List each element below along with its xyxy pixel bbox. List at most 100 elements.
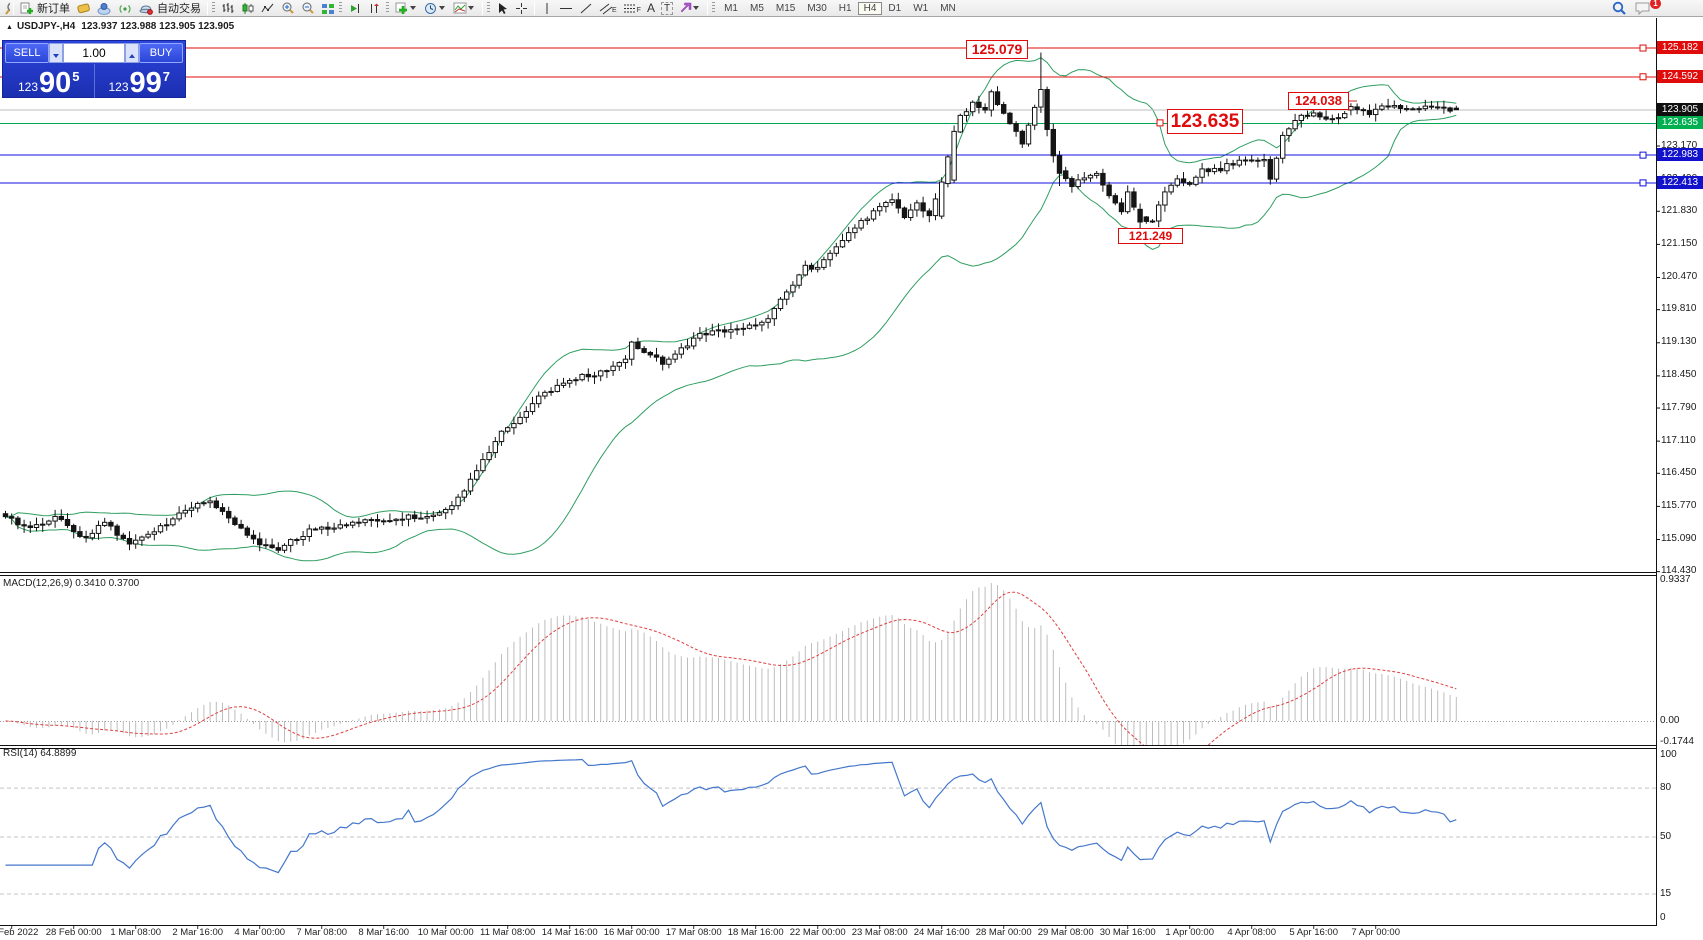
buy-button[interactable]: BUY: [139, 43, 183, 63]
community-button[interactable]: [94, 1, 115, 16]
main-toolbar: 新订单 自动交易: [0, 0, 1703, 17]
buy-price-figure: 123: [108, 80, 129, 94]
chart-window: ▲ USDJPY-,H4 123.937 123.988 123.905 123.9…: [0, 18, 1703, 940]
macd-pane-label: MACD(12,26,9) 0.3410 0.3700: [3, 578, 140, 589]
sell-price-figure: 123: [17, 80, 39, 94]
chart-canvas[interactable]: [0, 18, 1703, 940]
periods-button[interactable]: [421, 1, 450, 16]
line-chart-icon: [261, 3, 274, 12]
timeframe-button-w1[interactable]: W1: [913, 2, 929, 14]
bar-chart-icon: [222, 2, 234, 13]
dropdown-caret-icon: [410, 6, 416, 10]
timeframe-button-m1[interactable]: M1: [724, 2, 738, 14]
timeframe-button-mn[interactable]: MN: [940, 2, 956, 14]
metaeditor-icon: [77, 3, 90, 13]
buy-price[interactable]: 123 99 7: [96, 64, 184, 98]
volume-input[interactable]: [63, 43, 125, 63]
sell-price[interactable]: 123 90 5: [5, 64, 93, 98]
text-tool-button[interactable]: A: [644, 1, 658, 16]
toolbar-grip: [212, 2, 215, 14]
timeframe-button-m5[interactable]: M5: [749, 2, 764, 14]
volume-decrease-button[interactable]: [49, 43, 63, 63]
horizontal-line-icon: [560, 7, 572, 9]
pane-splitter-macd[interactable]: [0, 570, 1703, 578]
templates-button[interactable]: [450, 1, 479, 16]
signals-button[interactable]: [115, 1, 136, 16]
autotrading-button[interactable]: 自动交易: [136, 1, 204, 16]
candlestick-mode-button[interactable]: [238, 1, 258, 16]
tile-windows-button[interactable]: [318, 1, 338, 16]
notifications-button[interactable]: 1: [1631, 0, 1661, 16]
arrows-tool-button[interactable]: [676, 1, 704, 16]
trendline-tool-button[interactable]: [576, 1, 596, 16]
community-icon: [97, 2, 111, 15]
magnifier-fragment-icon: [5, 2, 10, 15]
trade-controls-row: SELL BUY: [5, 43, 183, 63]
price-axis[interactable]: [1657, 18, 1703, 925]
toolbar-grip: [339, 2, 342, 14]
vertical-line-tool-button[interactable]: [538, 1, 556, 16]
timeframe-button-h1[interactable]: H1: [838, 2, 852, 14]
bar-chart-mode-button[interactable]: [218, 1, 238, 16]
cursor-tool-button[interactable]: [493, 1, 512, 16]
channel-tool-button[interactable]: E: [596, 1, 620, 16]
toolbar-separator: [13, 1, 14, 15]
sell-button[interactable]: SELL: [5, 43, 49, 63]
fibonacci-tool-button[interactable]: F: [620, 1, 644, 16]
zoom-in-button[interactable]: [278, 1, 298, 16]
toolbar-separator: [482, 1, 483, 15]
buy-price-pips: 99: [129, 67, 162, 99]
dropdown-caret-icon: [693, 6, 700, 10]
pane-splitter-rsi[interactable]: [0, 742, 1703, 750]
timeframe-button-h4[interactable]: H4: [857, 1, 883, 15]
indicators-button[interactable]: [392, 1, 421, 16]
timeframe-button-d1[interactable]: D1: [888, 2, 902, 14]
toolbar-clipped-button[interactable]: [0, 1, 10, 16]
chart-shift-button[interactable]: [365, 1, 385, 16]
crosshair-tool-button[interactable]: [512, 1, 531, 16]
search-button[interactable]: [1608, 1, 1631, 16]
toolbar-separator: [707, 1, 709, 15]
volume-increase-button[interactable]: [125, 43, 139, 63]
candlesticks[interactable]: [2, 52, 1459, 554]
new-order-button[interactable]: 新订单: [17, 1, 73, 16]
cursor-icon: [499, 2, 507, 14]
arrows-icon: [680, 2, 692, 12]
toolbar-grip: [712, 2, 716, 14]
fibonacci-icon: [623, 4, 635, 12]
horizontal-level-lines[interactable]: [0, 44, 1656, 187]
macd-histogram: [0, 583, 1656, 745]
chart-title: ▲ USDJPY-,H4 123.937 123.988 123.905 123.9…: [6, 21, 234, 32]
price-divider: [93, 64, 95, 98]
metaeditor-button[interactable]: [73, 1, 94, 16]
line-chart-mode-button[interactable]: [258, 1, 278, 16]
signals-icon: [119, 4, 131, 13]
timeframe-button-m30[interactable]: M30: [807, 2, 827, 14]
chart-shift-icon: [371, 3, 379, 13]
text-label-tool-label: T: [660, 1, 674, 15]
tile-windows-icon: [322, 3, 334, 14]
dropdown-caret-icon: [439, 6, 445, 10]
new-order-icon: [20, 2, 33, 14]
collapse-triangle-icon[interactable]: ▲: [6, 24, 13, 31]
sell-price-point: 5: [72, 69, 80, 84]
time-axis[interactable]: [0, 926, 1703, 940]
text-label-tool-button[interactable]: T: [658, 1, 676, 16]
trade-prices-row: 123 90 5 123 99 7: [5, 64, 183, 98]
chart-symbol-timeframe: USDJPY-,H4: [16, 21, 76, 32]
toolbar-grip: [487, 2, 490, 14]
sell-price-pips: 90: [39, 67, 72, 99]
text-tool-label: A: [646, 1, 655, 15]
timeframe-button-m15[interactable]: M15: [775, 2, 796, 14]
crosshair-icon: [516, 2, 527, 14]
toolbar-separator: [534, 1, 535, 15]
triangle-down-icon: [53, 53, 59, 58]
autotrading-icon: [139, 4, 153, 15]
horizontal-line-tool-button[interactable]: [556, 1, 576, 16]
zoom-out-button[interactable]: [298, 1, 318, 16]
templates-icon: [453, 2, 467, 13]
auto-scroll-button[interactable]: [345, 1, 365, 16]
new-order-label: 新订单: [37, 3, 70, 15]
